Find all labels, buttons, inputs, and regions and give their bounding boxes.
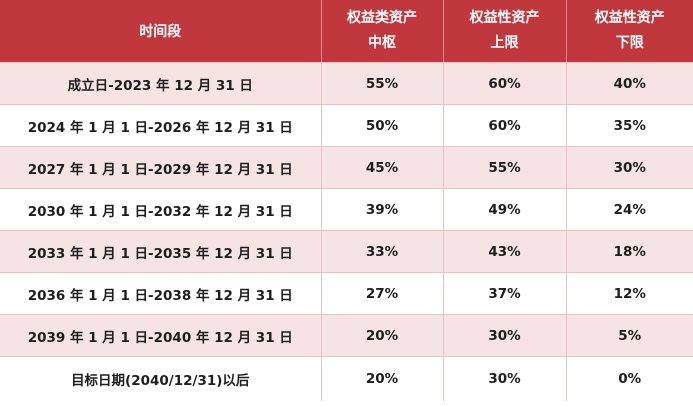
center-cell: 20%	[321, 314, 444, 357]
table-row: 2033 年 1 月 1 日-2035 年 12 月 31 日 33% 43% …	[0, 230, 693, 273]
upper-cell: 60%	[443, 62, 567, 105]
header-period: 时间段	[0, 0, 322, 63]
period-cell: 目标日期(2040/12/31)以后	[0, 356, 322, 401]
lower-cell: 24%	[566, 188, 693, 231]
header-equity-lower-line2: 下限	[615, 35, 644, 51]
period-cell: 成立日-2023 年 12 月 31 日	[0, 62, 322, 105]
header-equity-upper-line2: 上限	[490, 35, 519, 51]
lower-cell: 12%	[566, 272, 693, 315]
table-row: 成立日-2023 年 12 月 31 日 55% 60% 40%	[0, 62, 693, 105]
upper-cell: 60%	[443, 104, 567, 147]
center-cell: 55%	[321, 62, 444, 105]
upper-cell: 30%	[443, 314, 567, 357]
upper-cell: 30%	[443, 356, 567, 401]
table-row: 2030 年 1 月 1 日-2032 年 12 月 31 日 39% 49% …	[0, 188, 693, 231]
period-cell: 2039 年 1 月 1 日-2040 年 12 月 31 日	[0, 314, 322, 357]
table-header: 时间段 权益类资产 中枢 权益性资产 上限 权益性资产 下限	[0, 0, 693, 63]
header-equity-upper: 权益性资产 上限	[443, 0, 567, 63]
header-equity-lower: 权益性资产 下限	[566, 0, 693, 63]
upper-cell: 37%	[443, 272, 567, 315]
period-cell: 2030 年 1 月 1 日-2032 年 12 月 31 日	[0, 188, 322, 231]
table-row: 2024 年 1 月 1 日-2026 年 12 月 31 日 50% 60% …	[0, 104, 693, 147]
period-cell: 2024 年 1 月 1 日-2026 年 12 月 31 日	[0, 104, 322, 147]
center-cell: 45%	[321, 146, 444, 189]
upper-cell: 55%	[443, 146, 567, 189]
header-equity-center: 权益类资产 中枢	[321, 0, 444, 63]
lower-cell: 0%	[566, 356, 693, 401]
upper-cell: 49%	[443, 188, 567, 231]
table-row: 2039 年 1 月 1 日-2040 年 12 月 31 日 20% 30% …	[0, 314, 693, 357]
header-period-label: 时间段	[139, 24, 182, 40]
period-cell: 2033 年 1 月 1 日-2035 年 12 月 31 日	[0, 230, 322, 273]
lower-cell: 18%	[566, 230, 693, 273]
table-row: 2036 年 1 月 1 日-2038 年 12 月 31 日 27% 37% …	[0, 272, 693, 315]
center-cell: 27%	[321, 272, 444, 315]
lower-cell: 5%	[566, 314, 693, 357]
lower-cell: 35%	[566, 104, 693, 147]
center-cell: 39%	[321, 188, 444, 231]
header-equity-center-line2: 中枢	[368, 35, 396, 51]
header-equity-lower-line1: 权益性资产	[594, 10, 665, 26]
table-body: 成立日-2023 年 12 月 31 日 55% 60% 40% 2024 年 …	[0, 62, 693, 401]
center-cell: 50%	[321, 104, 444, 147]
center-cell: 33%	[321, 230, 444, 273]
table-row: 目标日期(2040/12/31)以后 20% 30% 0%	[0, 356, 693, 401]
header-equity-center-line1: 权益类资产	[347, 10, 417, 26]
header-row: 时间段 权益类资产 中枢 权益性资产 上限 权益性资产 下限	[0, 0, 693, 63]
table-row: 2027 年 1 月 1 日-2029 年 12 月 31 日 45% 55% …	[0, 146, 693, 189]
period-cell: 2036 年 1 月 1 日-2038 年 12 月 31 日	[0, 272, 322, 315]
header-equity-upper-line1: 权益性资产	[469, 10, 540, 26]
lower-cell: 30%	[566, 146, 693, 189]
lower-cell: 40%	[566, 62, 693, 105]
center-cell: 20%	[321, 356, 444, 401]
period-cell: 2027 年 1 月 1 日-2029 年 12 月 31 日	[0, 146, 322, 189]
upper-cell: 43%	[443, 230, 567, 273]
